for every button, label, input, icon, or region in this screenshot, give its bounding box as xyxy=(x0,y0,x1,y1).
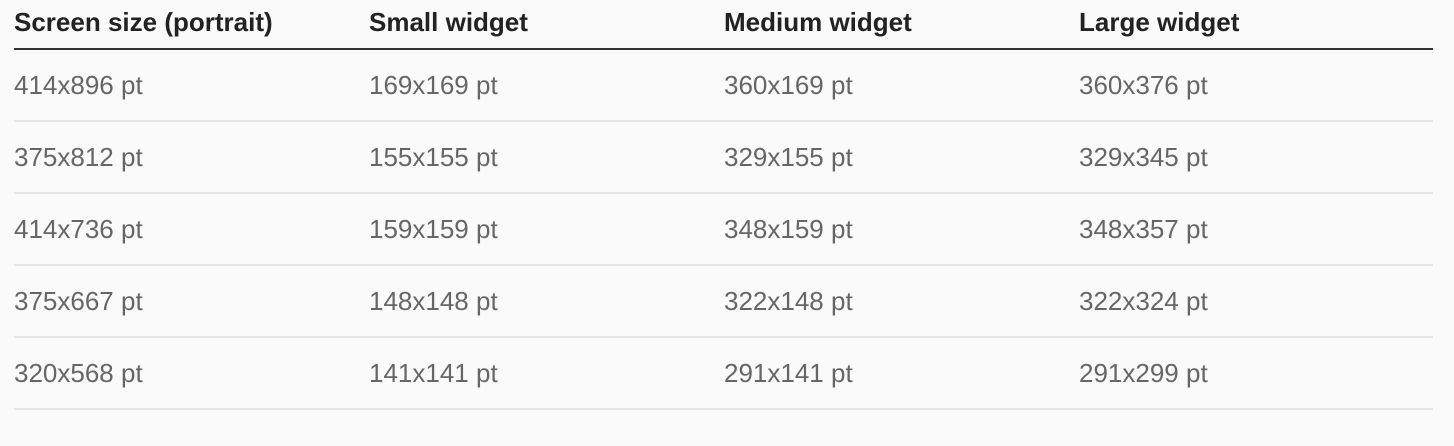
table-row: 375x667 pt 148x148 pt 322x148 pt 322x324… xyxy=(14,266,1433,338)
cell-medium-widget: 329x155 pt xyxy=(724,141,853,172)
table-row: 320x568 pt 141x141 pt 291x141 pt 291x299… xyxy=(14,338,1433,410)
cell-small-widget: 159x159 pt xyxy=(369,213,498,244)
cell-small-widget: 141x141 pt xyxy=(369,357,498,388)
table-header-row: Screen size (portrait) Small widget Medi… xyxy=(14,0,1433,50)
cell-screen-size: 375x812 pt xyxy=(14,141,143,172)
cell-medium-widget: 360x169 pt xyxy=(724,69,853,100)
cell-medium-widget: 291x141 pt xyxy=(724,357,853,388)
widget-size-table: Screen size (portrait) Small widget Medi… xyxy=(14,0,1433,410)
column-header-medium-widget: Medium widget xyxy=(724,6,912,37)
cell-small-widget: 169x169 pt xyxy=(369,69,498,100)
cell-large-widget: 329x345 pt xyxy=(1079,141,1208,172)
cell-screen-size: 414x896 pt xyxy=(14,69,143,100)
cell-large-widget: 291x299 pt xyxy=(1079,357,1208,388)
cell-large-widget: 348x357 pt xyxy=(1079,213,1208,244)
table-row: 414x896 pt 169x169 pt 360x169 pt 360x376… xyxy=(14,50,1433,122)
cell-screen-size: 375x667 pt xyxy=(14,285,143,316)
cell-medium-widget: 348x159 pt xyxy=(724,213,853,244)
cell-screen-size: 414x736 pt xyxy=(14,213,143,244)
table-row: 414x736 pt 159x159 pt 348x159 pt 348x357… xyxy=(14,194,1433,266)
cell-small-widget: 148x148 pt xyxy=(369,285,498,316)
cell-large-widget: 360x376 pt xyxy=(1079,69,1208,100)
column-header-large-widget: Large widget xyxy=(1079,6,1240,37)
column-header-screen-size: Screen size (portrait) xyxy=(14,6,273,37)
cell-medium-widget: 322x148 pt xyxy=(724,285,853,316)
cell-small-widget: 155x155 pt xyxy=(369,141,498,172)
table-row: 375x812 pt 155x155 pt 329x155 pt 329x345… xyxy=(14,122,1433,194)
column-header-small-widget: Small widget xyxy=(369,6,528,37)
cell-screen-size: 320x568 pt xyxy=(14,357,143,388)
cell-large-widget: 322x324 pt xyxy=(1079,285,1208,316)
